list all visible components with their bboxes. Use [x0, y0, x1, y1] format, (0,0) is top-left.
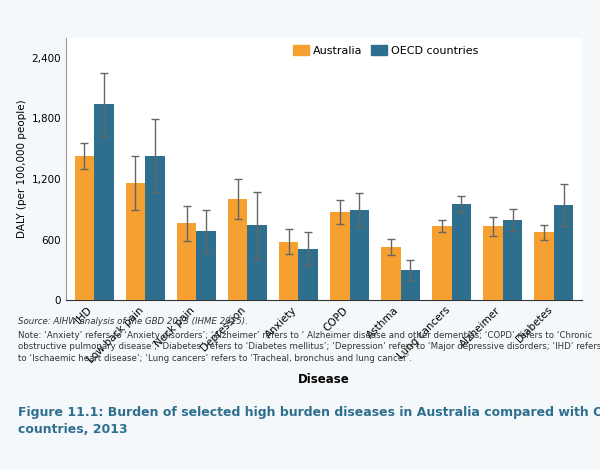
Bar — [484, 227, 503, 300]
Text: Note: ‘Anxiety’ refers to ‘Anxiety disorders’; ‘Alzheimer’ refers to ‘ Alzheimer: Note: ‘Anxiety’ refers to ‘Anxiety disor… — [18, 331, 600, 363]
Bar — [452, 204, 471, 300]
Y-axis label: DALY (per 100,000 people): DALY (per 100,000 people) — [17, 99, 28, 238]
Bar — [503, 220, 522, 300]
Bar — [401, 270, 420, 300]
Bar — [145, 156, 164, 300]
X-axis label: Disease: Disease — [298, 373, 350, 386]
Text: Figure 11.1: Burden of selected high burden diseases in Australia compared with : Figure 11.1: Burden of selected high bur… — [18, 406, 600, 436]
Bar — [554, 205, 574, 300]
Bar — [381, 247, 401, 300]
Bar — [433, 227, 452, 300]
Bar — [535, 233, 554, 300]
Bar — [126, 183, 145, 300]
Bar — [228, 199, 247, 300]
Bar — [94, 104, 113, 300]
Bar — [279, 242, 298, 300]
Bar — [330, 212, 350, 300]
Bar — [177, 223, 196, 300]
Bar — [74, 156, 94, 300]
Legend: Australia, OECD countries: Australia, OECD countries — [289, 40, 483, 60]
Text: Source: AIHW analysis of the GBD 2013 (IHME 2015).: Source: AIHW analysis of the GBD 2013 (I… — [18, 317, 248, 325]
Bar — [350, 210, 369, 300]
Bar — [247, 226, 267, 300]
Bar — [298, 249, 318, 300]
Bar — [196, 232, 215, 300]
